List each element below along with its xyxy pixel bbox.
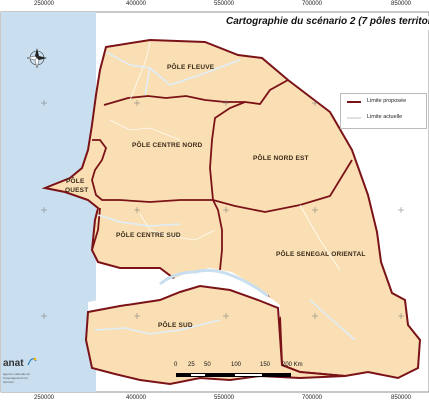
scale-segment-4 [234,373,263,377]
region-label-ouest-line2: OUEST [65,187,89,194]
rivers [94,51,356,341]
anat-logo-mark-icon [27,357,37,366]
legend-swatch-current [347,117,361,119]
region-label-fleuve: PÔLE FLEUVE [167,64,215,71]
legend-label-current: Limite actuelle [367,114,403,120]
scale-tick-50: 50 [204,362,211,368]
x-tick-top-1: 250000 [34,1,55,7]
graticule [41,100,404,319]
north-arrow-rose-icon [26,48,47,69]
x-tick-bottom-2: 400000 [126,395,147,401]
region-label-centre-sud: PÔLE CENTRE SUD [116,232,181,239]
scale-tick-200: 200 Km [282,362,303,368]
x-tick-top-2: 400000 [126,1,147,7]
current-boundaries [109,41,341,271]
region-label-senegal-oriental: PÔLE SENEGAL ORIENTAL [276,251,366,258]
scale-segment-2 [190,373,206,377]
anat-logo-subtitle: agence nationale de l'aménagement du ter… [3,372,31,384]
legend-item-proposed: Limite proposée [347,98,425,106]
legend-item-current: Limite actuelle [347,114,425,122]
x-tick-top-3: 550000 [214,1,235,7]
scale-tick-150: 150 [260,362,271,368]
scale-tick-0: 0 [174,362,178,368]
region-label-sud: PÔLE SUD [158,322,193,329]
gambia [88,268,280,318]
legend-label-proposed: Limite proposée [367,98,407,104]
scale-tick-25: 25 [188,362,195,368]
scale-tick-100: 100 [231,362,242,368]
region-label-centre-nord: PÔLE CENTRE NORD [132,142,203,149]
anat-logo: anat [3,358,24,369]
x-tick-bottom-4: 700000 [302,395,323,401]
legend-swatch-proposed [347,101,361,103]
x-tick-top-5: 850000 [391,1,412,7]
scale-segment-5 [263,373,291,377]
scale-segment-3 [206,373,234,377]
map-title: Cartographie du scénario 2 (7 pôles terr… [226,16,429,30]
map-legend: Limite proposée Limite actuelle [340,93,427,129]
region-label-nord-est: PÔLE NORD EST [253,155,309,162]
region-label-ouest-line1: PÔLE [66,178,85,185]
x-tick-bottom-3: 550000 [214,395,235,401]
scale-segment-1 [176,373,190,377]
region-sud [84,284,346,386]
x-tick-bottom-1: 250000 [34,395,55,401]
scale-bar: 0 25 50 100 150 200 Km [174,362,314,386]
proposed-boundaries [91,79,353,271]
x-tick-bottom-5: 850000 [391,395,412,401]
x-tick-top-4: 700000 [302,1,323,7]
